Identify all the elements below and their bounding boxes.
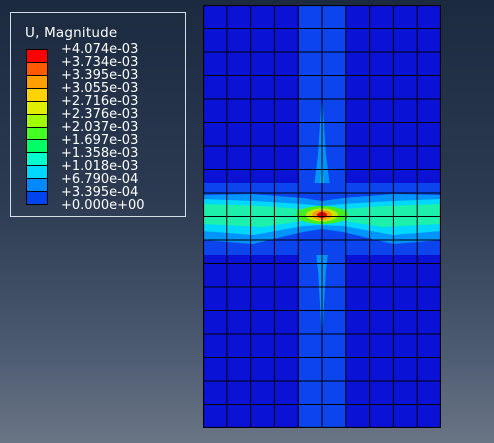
legend-swatch [27, 140, 47, 154]
legend-swatch [27, 192, 47, 205]
legend-swatch [27, 50, 47, 63]
legend-label: +1.697e-03 [61, 133, 139, 148]
legend-label: +0.000e+00 [61, 198, 145, 213]
legend-label: +3.395e-03 [61, 68, 139, 83]
legend-label: +4.074e-03 [61, 42, 139, 57]
legend-swatch [27, 114, 47, 128]
legend-swatch [27, 127, 47, 141]
legend-label: +2.376e-03 [61, 107, 139, 122]
legend-label: +2.716e-03 [61, 94, 139, 109]
legend-swatch [27, 153, 47, 167]
legend-swatch [27, 62, 47, 76]
legend-label: +6.790e-04 [61, 172, 139, 187]
legend-label: +1.358e-03 [61, 146, 139, 161]
model-outline [203, 5, 441, 428]
legend-title: U, Magnitude [25, 25, 118, 41]
legend-label: +1.018e-03 [61, 159, 139, 174]
legend-swatch [27, 166, 47, 180]
fe-model-viewport[interactable] [203, 5, 441, 428]
legend-label: +3.734e-03 [61, 55, 139, 70]
mesh-grid [203, 5, 441, 428]
legend-label: +2.037e-03 [61, 120, 139, 135]
legend-swatch [27, 179, 47, 193]
legend-colorbar [26, 49, 48, 205]
legend-swatch [27, 75, 47, 89]
legend-label: +3.395e-04 [61, 185, 139, 200]
legend-swatch [27, 88, 47, 102]
contour-legend: U, Magnitude +4.074e-03 +3.734e-03 +3.39… [10, 12, 186, 217]
legend-label: +3.055e-03 [61, 81, 139, 96]
legend-swatch [27, 101, 47, 115]
